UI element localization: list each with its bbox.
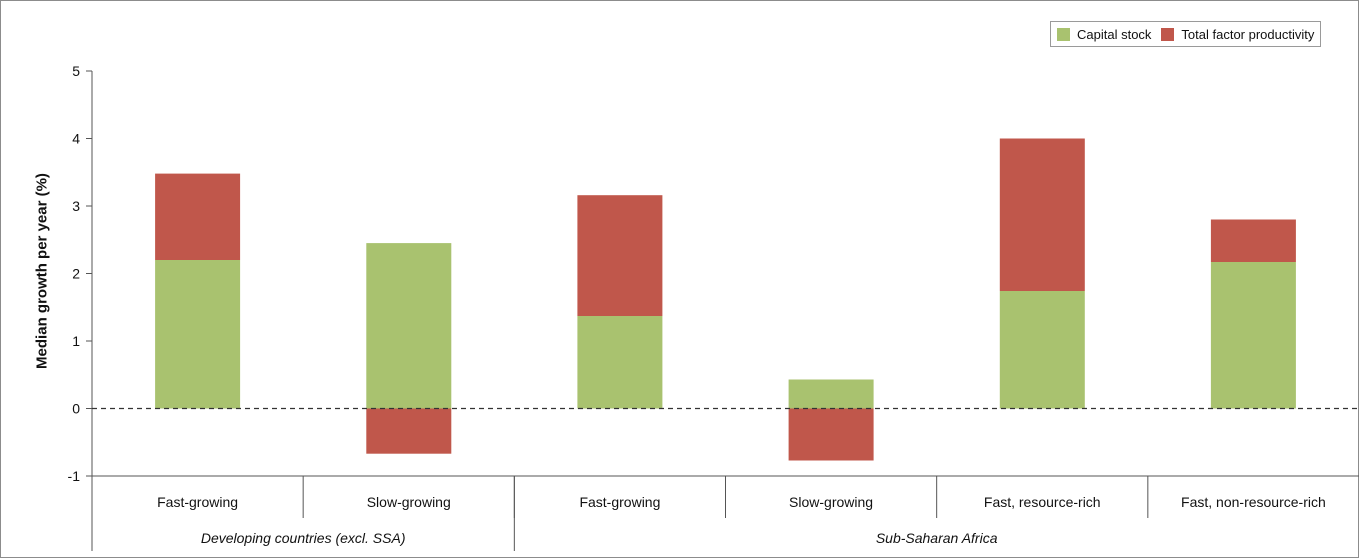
y-tick-label: 2 [72, 266, 80, 282]
legend-item-capital-stock: Capital stock [1057, 27, 1151, 42]
bar-tfp-3 [577, 195, 663, 316]
group-label: Sub-Saharan Africa [876, 530, 998, 546]
legend-label-capital-stock: Capital stock [1077, 26, 1152, 42]
y-tick-label: -1 [68, 468, 81, 484]
legend: Capital stock Total factor productivity [1050, 21, 1322, 47]
legend-item-tfp: Total factor productivity [1161, 27, 1314, 42]
y-tick-label: 0 [72, 401, 80, 417]
bar-capital-stock-5 [999, 291, 1085, 409]
bar-tfp-4 [788, 408, 874, 461]
bar-tfp-1 [155, 173, 241, 260]
y-tick-label: 3 [72, 198, 80, 214]
legend-label-tfp: Total factor productivity [1181, 26, 1315, 42]
x-tick-label: Fast, non-resource-rich [1181, 494, 1326, 510]
bar-capital-stock-2 [366, 243, 452, 409]
y-axis-label: Median growth per year (%) [33, 173, 51, 369]
axes-layer: -1 0 1 2 3 4 5 Fast-growing Slow-growing Fast-gro… [68, 63, 1359, 551]
bar-tfp-6 [1210, 219, 1296, 262]
y-tick-label: 4 [72, 131, 80, 147]
bar-capital-stock-4 [788, 379, 874, 409]
bar-tfp-2 [366, 408, 452, 454]
bar-capital-stock-1 [155, 260, 241, 409]
bars-layer [155, 138, 1296, 461]
x-tick-label: Fast-growing [579, 494, 660, 510]
group-label: Developing countries (excl. SSA) [201, 530, 406, 546]
bar-capital-stock-6 [1210, 262, 1296, 409]
bar-tfp-5 [999, 138, 1085, 291]
x-tick-label: Fast, resource-rich [984, 494, 1101, 510]
x-tick-label: Slow-growing [789, 494, 873, 510]
x-tick-label: Slow-growing [367, 494, 451, 510]
legend-swatch-tfp [1161, 27, 1175, 41]
x-tick-label: Fast-growing [157, 494, 238, 510]
y-tick-label: 5 [72, 63, 80, 79]
legend-swatch-capital-stock [1057, 27, 1070, 41]
y-tick-label: 1 [72, 333, 80, 349]
bar-capital-stock-3 [577, 316, 663, 409]
